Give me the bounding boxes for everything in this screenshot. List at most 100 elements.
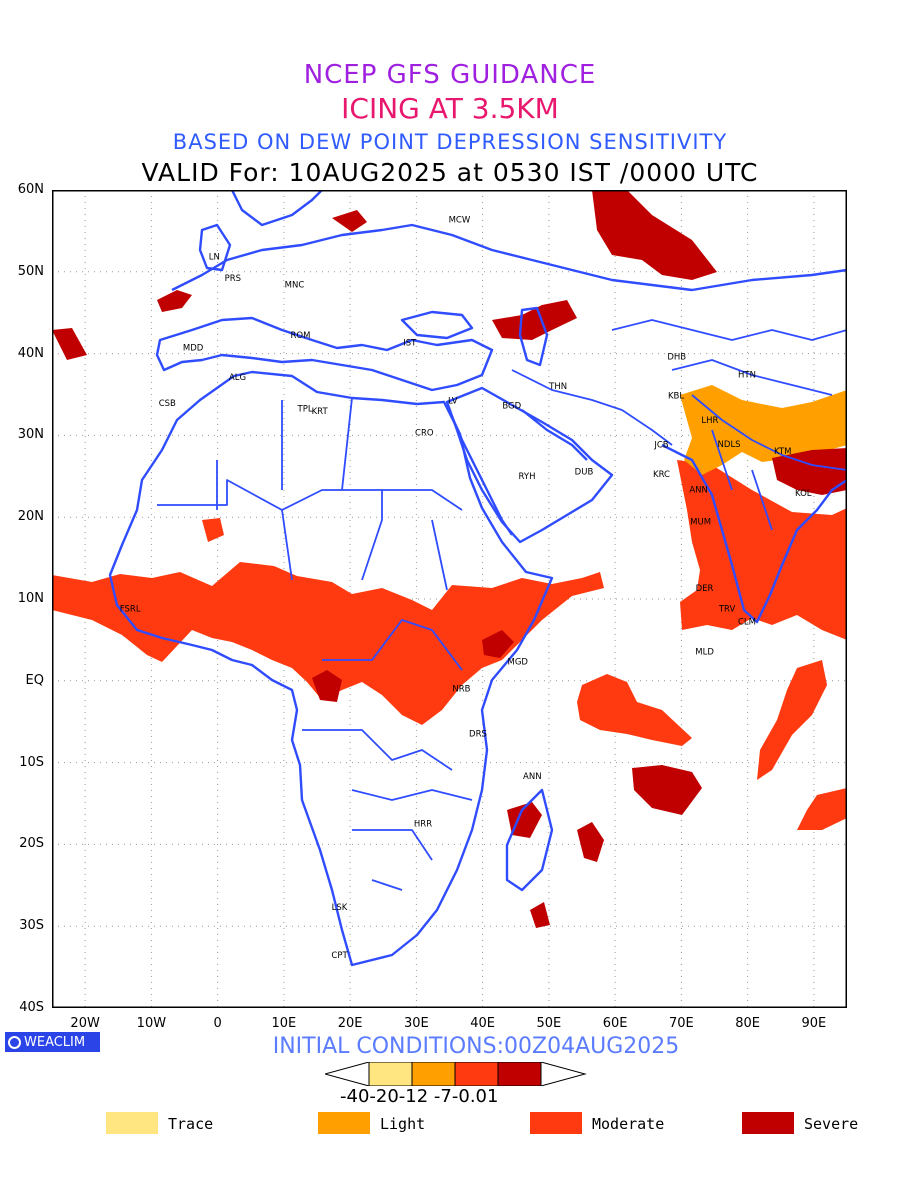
lon-label: 40E <box>470 1016 495 1031</box>
station-label: MCW <box>449 216 471 226</box>
colorbar-moderate <box>454 1062 499 1086</box>
station-label: CLM <box>738 617 756 627</box>
lon-label: 60E <box>602 1016 628 1031</box>
coastline-britain <box>198 223 232 272</box>
legend-swatch <box>530 1112 582 1134</box>
legend-swatch <box>106 1112 158 1134</box>
station-label: MLD <box>695 648 714 658</box>
icing-region-severe <box>482 630 514 658</box>
coastlines <box>108 190 847 967</box>
coastline-scandinavia <box>230 190 323 227</box>
lon-label: 20W <box>70 1016 100 1031</box>
colorbar-severe <box>497 1062 542 1086</box>
icing-region-severe <box>592 190 717 280</box>
icing-region-severe <box>492 300 577 340</box>
station-label: LV <box>448 396 458 406</box>
station-label: PRS <box>225 274 241 284</box>
icing-region-severe <box>530 902 550 928</box>
station-label: KOL <box>795 489 812 499</box>
colorbar-trace <box>368 1062 413 1086</box>
coastline-red-sea <box>445 404 513 536</box>
lat-label: EQ <box>25 672 44 688</box>
station-label: JCB <box>653 441 668 451</box>
icing-region-severe <box>312 670 342 702</box>
lon-label: 80E <box>735 1016 760 1031</box>
icing-region-severe <box>507 802 542 838</box>
coastline-africa <box>108 370 554 967</box>
lon-label: 90E <box>801 1016 827 1031</box>
lat-label: 30N <box>17 427 44 443</box>
border <box>157 397 473 891</box>
title-line-1: NCEP GFS GUIDANCE <box>303 60 597 90</box>
station-label: CPT <box>331 951 348 961</box>
legend-swatch <box>742 1112 794 1134</box>
station-label: NDLS <box>718 440 741 450</box>
lon-label: 10W <box>136 1016 167 1031</box>
icing-region-moderate <box>202 518 224 542</box>
station-label: CSB <box>159 399 176 409</box>
legend-swatch <box>318 1112 370 1134</box>
legend-label: Moderate <box>592 1115 665 1133</box>
lon-label: 30E <box>403 1016 429 1031</box>
coastline-madagascar <box>505 788 554 892</box>
lon-label: 0 <box>213 1016 222 1031</box>
station-label: BGD <box>502 401 521 411</box>
lat-label: 60N <box>17 182 44 197</box>
lat-label: 40S <box>19 1000 44 1015</box>
station-label: DER <box>696 584 714 594</box>
icing-region-moderate <box>577 674 692 746</box>
legend-label: Light <box>380 1115 426 1133</box>
coastline-europe-north <box>171 223 847 292</box>
colorbar-right-arrow <box>540 1062 587 1086</box>
initial-conditions: INITIAL CONDITIONS:00Z04AUG2025 <box>272 1034 680 1059</box>
station-label: FSRL <box>120 604 141 614</box>
coastline-black-sea <box>400 310 474 340</box>
icing-region-severe <box>332 210 367 232</box>
station-label: ROM <box>290 331 310 341</box>
map-frame <box>52 190 847 1008</box>
icing-region-moderate <box>757 660 827 780</box>
colorbar-left-arrow <box>325 1062 370 1086</box>
logo-circle-icon <box>8 1035 21 1049</box>
lat-label: 40N <box>17 345 44 361</box>
lat-label: 30S <box>19 918 44 934</box>
station-label: LHR <box>701 416 718 426</box>
station-label: TPL <box>297 405 313 415</box>
station-label: DUB <box>575 468 594 478</box>
legend-label: Severe <box>804 1115 859 1133</box>
lat-label: 10N <box>17 591 44 606</box>
coastline-india <box>661 443 847 624</box>
border <box>511 319 847 531</box>
station-label: NRB <box>452 684 470 694</box>
station-label: KRT <box>312 407 329 417</box>
lat-label: 10S <box>19 754 44 770</box>
icing-region-severe <box>632 765 702 815</box>
lat-label: 20S <box>19 836 44 852</box>
icing-region-moderate <box>797 788 847 830</box>
coastline-caspian <box>518 306 549 367</box>
station-label: RYH <box>519 472 536 482</box>
lon-label: 20E <box>337 1016 363 1031</box>
icing-regions <box>52 190 847 928</box>
colorbar-light <box>411 1062 456 1086</box>
lon-label: 10E <box>271 1016 297 1031</box>
weaclim-logo: WEACLIM <box>5 1032 100 1052</box>
stations: MCW LN PRS MNC MDD ROM IST ALG CSB TPL KRT LV CRO BGD… <box>120 216 812 961</box>
station-label: KRC <box>653 470 670 480</box>
coastline-persian-gulf <box>521 409 588 461</box>
icing-region-severe <box>157 290 192 312</box>
station-label: HRR <box>414 819 432 829</box>
station-label: ALG <box>229 373 246 383</box>
icing-region-moderate <box>677 460 847 640</box>
lat-label: 50N <box>17 263 44 279</box>
station-label: KBL <box>668 392 684 402</box>
valid-time: VALID For: 10AUG2025 at 0530 IST /0000 U… <box>141 158 759 187</box>
icing-map: MCW LN PRS MNC MDD ROM IST ALG CSB TPL KRT LV CRO BGD… <box>52 190 847 1008</box>
station-label: LSK <box>332 903 348 913</box>
station-label: MNC <box>285 280 305 290</box>
station-label: CRO <box>415 428 434 438</box>
station-label: IST <box>403 338 417 348</box>
station-label: DRS <box>469 729 487 739</box>
lat-label: 20N <box>17 509 44 525</box>
station-label: KTM <box>774 447 791 457</box>
